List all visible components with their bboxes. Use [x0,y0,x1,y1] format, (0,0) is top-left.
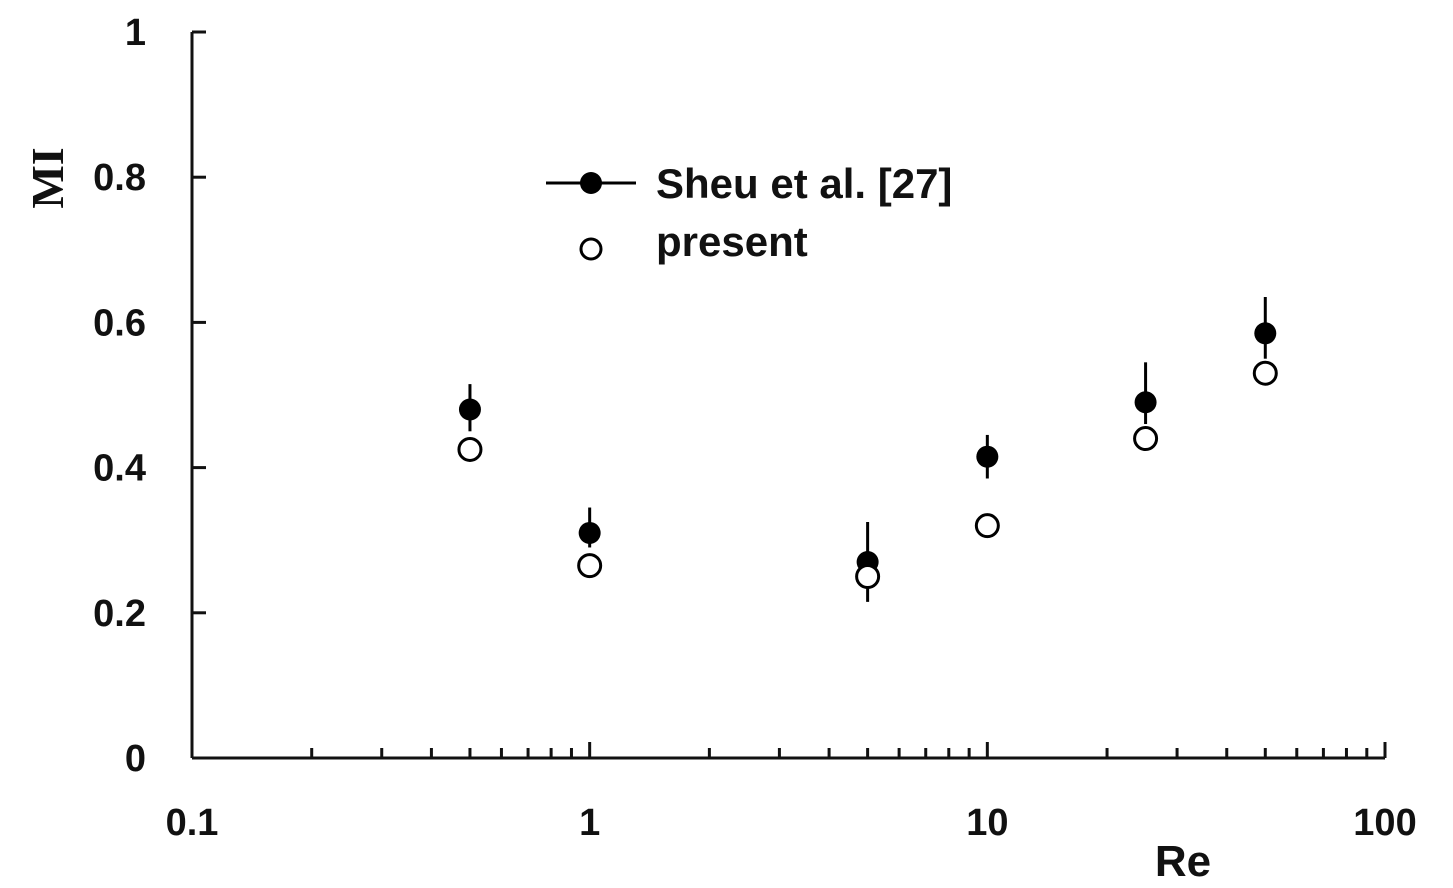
sheu-point [976,445,999,468]
x-axis-title: Re [1155,837,1211,886]
y-tick-label: 0.6 [93,302,146,344]
legend-sheu-marker [580,172,602,194]
y-ticks: 0 0.2 0.4 0.6 0.8 1 [93,12,206,780]
x-ticks: 0.1 1 10 100 [166,742,1417,844]
present-point [974,513,1000,539]
present-point [1252,360,1278,386]
legend-present-label: present [656,218,808,265]
data-points [457,322,1278,589]
y-tick-label: 0.2 [93,593,146,635]
present-point [457,436,483,462]
y-tick-label: 0.8 [93,157,146,199]
x-tick-label: 0.1 [166,802,219,844]
sheu-point [1254,322,1277,345]
x-tick-label: 10 [966,802,1008,844]
present-point [577,553,603,579]
legend: Sheu et al. [27] present [546,160,952,265]
axes [190,32,1385,760]
y-axis-title: MI [22,147,73,208]
y-tick-label: 0 [125,738,146,780]
sheu-point [458,398,481,421]
sheu-point [1134,391,1157,414]
x-tick-label: 100 [1353,802,1416,844]
legend-sheu-label: Sheu et al. [27] [656,160,952,207]
legend-present-marker [579,237,603,261]
present-point [1133,426,1159,452]
sheu-point [578,521,601,544]
y-tick-label: 0.4 [93,448,146,490]
y-tick-label: 1 [125,12,146,54]
present-point [855,564,881,589]
x-tick-label: 1 [579,802,600,844]
